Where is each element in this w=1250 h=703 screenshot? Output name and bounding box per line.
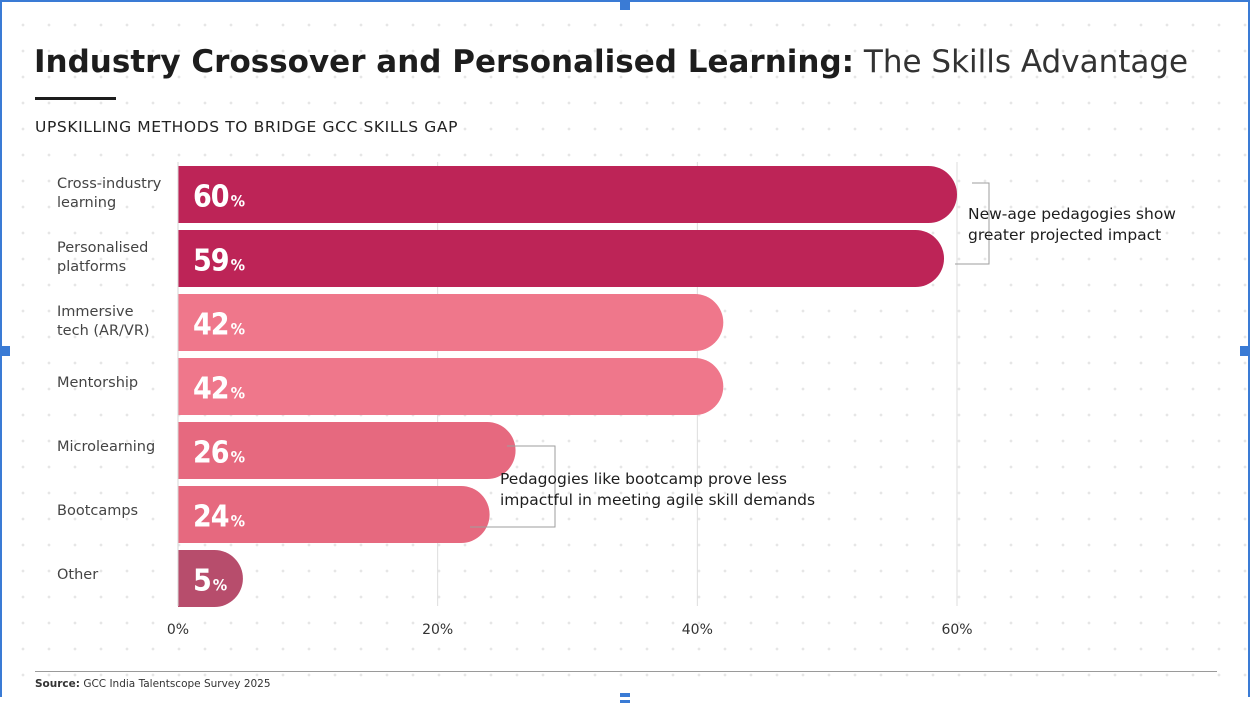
category-label-cross-industry: Cross-industry learning xyxy=(57,176,162,211)
bottom-edge xyxy=(0,697,1250,700)
bar-7 xyxy=(178,550,243,607)
selection-handle-top[interactable] xyxy=(620,0,630,10)
bar-value-label-7: 5% xyxy=(193,564,227,599)
chart-subtitle: UPSKILLING METHODS TO BRIDGE GCC SKILLS … xyxy=(35,118,459,136)
bar-3 xyxy=(178,294,724,351)
title-light: The Skills Advantage xyxy=(854,44,1189,80)
category-label-bootcamps: Bootcamps xyxy=(57,503,139,519)
annotation-bracket-top xyxy=(955,182,990,265)
bar-4 xyxy=(178,358,724,415)
source-text: GCC India Talentscope Survey 2025 xyxy=(79,678,271,690)
x-tick-label-60%: 60% xyxy=(941,622,972,638)
bar-value-label-1: 60% xyxy=(193,180,245,215)
x-tick-label-40%: 40% xyxy=(682,622,713,638)
bar-2 xyxy=(178,230,945,287)
title-bold: Industry Crossover and Personalised Lear… xyxy=(34,44,855,80)
bar-5 xyxy=(178,422,516,479)
bar-1 xyxy=(178,166,958,223)
category-label-mentorship: Mentorship xyxy=(57,375,139,391)
category-label-other: Other xyxy=(57,567,99,583)
selection-handle-right[interactable] xyxy=(1240,346,1250,356)
bar-value-label-4: 42% xyxy=(193,372,245,407)
page-title: Industry Crossover and Personalised Lear… xyxy=(34,42,1188,82)
bar-value-label-2: 59% xyxy=(193,244,245,279)
source-note: Source: GCC India Talentscope Survey 202… xyxy=(35,678,271,690)
selection-handle-left[interactable] xyxy=(0,346,10,356)
bar-6 xyxy=(178,486,490,543)
x-tick-label-20%: 20% xyxy=(422,622,453,638)
source-label: Source: xyxy=(35,678,80,690)
annotation-bracket-bottom xyxy=(470,445,556,528)
bar-value-label-5: 26% xyxy=(193,436,245,471)
annotation-top: New-age pedagogies show greater projected… xyxy=(968,205,1176,244)
bar-value-label-3: 42% xyxy=(193,308,245,343)
category-label-immersive: Immersive tech (AR/VR) xyxy=(57,304,150,339)
annotation-bottom: Pedagogies like bootcamp prove less impac… xyxy=(500,470,816,509)
category-label-personalised: Personalised platforms xyxy=(57,240,149,275)
source-divider xyxy=(35,671,1217,672)
title-underline xyxy=(35,97,116,100)
bar-value-label-6: 24% xyxy=(193,500,245,535)
x-tick-label-0%: 0% xyxy=(167,622,189,638)
category-label-microlearning: Microlearning xyxy=(57,439,156,455)
